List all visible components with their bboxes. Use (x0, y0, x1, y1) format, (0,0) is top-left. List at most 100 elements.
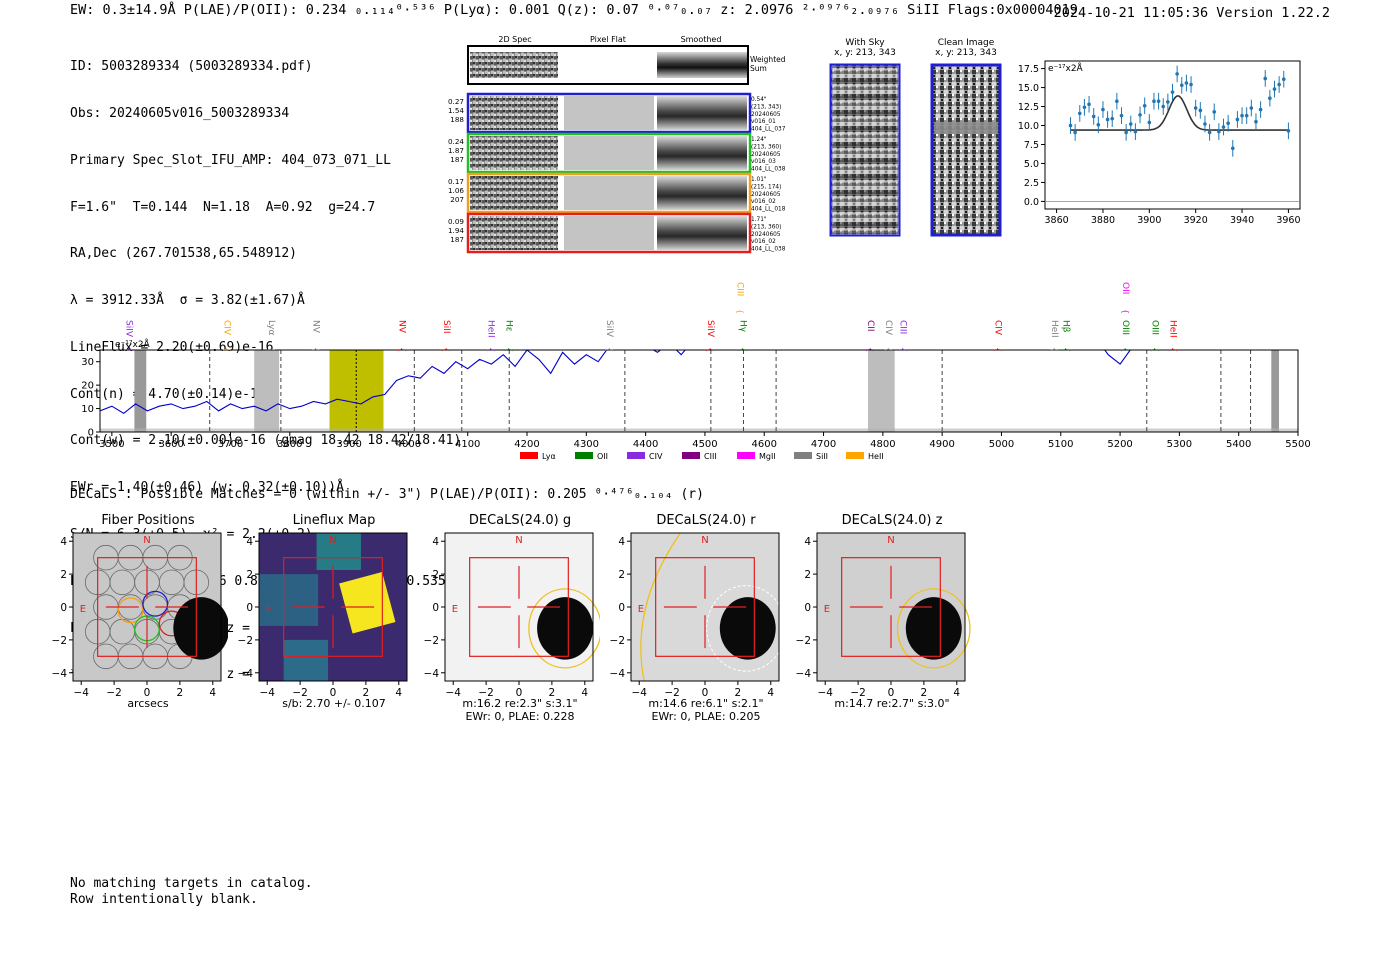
panel-x-tick-label: 2 (549, 687, 556, 699)
spectrum-x-tick-label: 4300 (574, 439, 599, 450)
info-line: RA,Dec (267.701538,65.548912) (70, 246, 297, 262)
cutout-2d-spec (470, 216, 558, 250)
emission-line-label: CIV (993, 320, 1003, 336)
panel-y-tick-label: −2 (610, 635, 625, 647)
spectrum-y-axis-label: e⁻¹⁷x2Å (115, 338, 151, 350)
info-line: F=1.6" T=0.144 N=1.18 A=0.92 g=24.7 (70, 199, 376, 215)
zoom-data-point (1221, 125, 1226, 129)
zoom-data-point (1244, 113, 1249, 118)
decals-panel-caption: m:14.6 re:6.1" s:2.1" (648, 697, 764, 710)
emission-line-bracket: { (884, 347, 893, 352)
zoom-x-tick-label: 3960 (1276, 215, 1300, 226)
panel-x-tick-label: −4 (259, 687, 275, 699)
zoom-data-point (1077, 111, 1082, 116)
emission-line-label: OIII (1120, 320, 1130, 335)
emission-line-bracket: { (398, 347, 407, 352)
info-line: EWr = 1.40(±0.46) (w: 0.32(±0.10))Å (70, 480, 344, 496)
panel-y-tick-label: 2 (60, 569, 67, 581)
emission-line-bracket: { (1121, 347, 1130, 352)
emission-line-bracket: { (1121, 309, 1130, 314)
emission-line-bracket: { (899, 347, 908, 352)
emission-line-label: OIII (1150, 320, 1160, 335)
emission-line-bracket: { (736, 309, 745, 314)
zoom-data-point (1198, 108, 1203, 113)
panel-y-tick-label: 0 (432, 602, 439, 614)
panel-y-tick-label: 4 (246, 536, 253, 548)
spectrum-y-tick-label: 0 (88, 428, 94, 439)
panel-x-tick-label: −4 (817, 687, 833, 699)
emission-line-label: NV (311, 320, 321, 334)
cutout-right-label: 1.24" (751, 137, 767, 143)
emission-line-bracket: { (1050, 347, 1059, 352)
zoom-data-point (1272, 87, 1277, 91)
panel-x-tick-label: 2 (735, 687, 742, 699)
cutout-2d-spec (470, 176, 558, 210)
zoom-data-point (1147, 120, 1152, 125)
shade-region (868, 350, 895, 432)
spectrum-y-tick-label: 30 (81, 357, 94, 368)
cutout-left-label: 187 (450, 235, 464, 244)
zoom-y-tick-label: 5.0 (1024, 159, 1039, 170)
zoom-y-tick-label: 10.0 (1018, 121, 1039, 132)
cutout-left-label: 1.94 (448, 226, 464, 235)
sky-residual (100, 428, 1298, 432)
panel-x-tick-label: 4 (953, 687, 960, 699)
spectrum-x-tick-label: 5200 (1107, 439, 1132, 450)
cutout-left-label: 0.27 (448, 97, 464, 106)
spectrum-x-tick-label: 4900 (929, 439, 954, 450)
search-box (655, 557, 755, 657)
flux-blob (259, 574, 319, 626)
footer-line: No matching targets in catalog. (70, 876, 313, 891)
panel-y-tick-label: 0 (246, 602, 253, 614)
zoom-data-point (1096, 122, 1101, 127)
fiber-highlight (142, 590, 169, 617)
cutout-right-label: 20240605 (751, 112, 781, 118)
emission-line-bracket: { (125, 347, 134, 352)
cutout-pixel-flat (564, 216, 654, 250)
zoom-y-axis-label: e⁻¹⁷x2Å (1048, 62, 1084, 74)
zoom-data-point (1142, 103, 1147, 108)
col-title-smoothed: Smoothed (681, 35, 722, 44)
emission-line-label: Hε (503, 320, 513, 332)
info-line: ID: 5003289334 (5003289334.pdf) (70, 59, 313, 75)
search-box (97, 557, 197, 657)
zoom-x-tick-label: 3940 (1230, 215, 1254, 226)
panel-y-tick-label: 4 (60, 536, 67, 548)
decals-panel-title: DECaLS(24.0) r (656, 513, 756, 528)
emission-line-bracket: { (442, 347, 451, 352)
legend-swatch (794, 452, 812, 459)
zoom-data-point (1193, 106, 1198, 110)
cutout-smoothed (657, 216, 747, 250)
panel-x-tick-label: −2 (106, 687, 121, 699)
zoom-data-point (1175, 72, 1179, 76)
emission-line-bracket: { (1168, 347, 1177, 352)
panel-x-tick-label: 2 (921, 687, 928, 699)
north-label: N (701, 535, 708, 546)
header-timestamp-version: 2024-10-21 11:05:36 Version 1.22.2 (1053, 5, 1330, 21)
emission-line-label: HeII (1167, 320, 1177, 338)
zoom-data-point (1133, 129, 1138, 134)
cutout-right-label: 1.01" (751, 177, 767, 183)
cutout-left-label: 0.24 (448, 137, 464, 146)
cutout-smoothed (657, 96, 747, 130)
east-label: E (266, 604, 272, 615)
info-line: Cont(w) = 2.10(±0.00)e-16 (gmag 18.42 18… (70, 433, 462, 449)
emission-line-label: SiIV (124, 320, 134, 338)
panel-x-tick-label: −4 (445, 687, 461, 699)
panel-x-tick-label: −4 (631, 687, 647, 699)
emission-line-label: SiIV (705, 320, 715, 338)
zoom-data-point (1277, 82, 1281, 87)
emission-line-bracket: { (706, 347, 715, 352)
spectrum-y-tick-label: 10 (81, 404, 94, 415)
panel-x-tick-label: −2 (292, 687, 307, 699)
zoom-data-point (1226, 121, 1230, 126)
shade-region (134, 350, 147, 432)
panel-x-tick-label: 0 (702, 687, 709, 699)
emission-line-label: SiII (441, 320, 451, 334)
decals-panel-caption: m:16.2 re:2.3" s:3.1" (462, 697, 578, 710)
zoom-data-point (1138, 113, 1142, 117)
spectrum-y-tick-label: 20 (81, 381, 94, 392)
cutout-smoothed (657, 136, 747, 170)
cutout-left-label: 0.09 (448, 217, 464, 226)
zoom-data-point (1091, 114, 1096, 119)
